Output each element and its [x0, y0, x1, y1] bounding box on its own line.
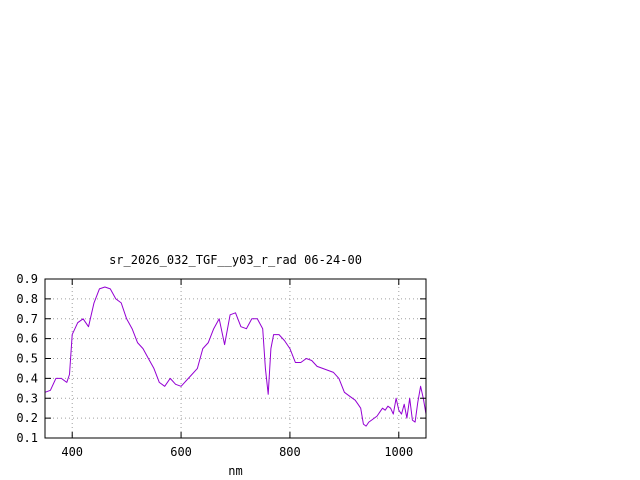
y-tick-label: 0.2 [16, 411, 38, 425]
x-tick-label: 600 [170, 445, 192, 459]
plot-frame [44, 278, 427, 439]
x-tick-label: 1000 [384, 445, 413, 459]
y-tick-label: 0.5 [16, 352, 38, 366]
y-tick-label: 0.6 [16, 332, 38, 346]
grid [45, 279, 426, 438]
x-tick-label: 400 [61, 445, 83, 459]
x-tick-label: 800 [279, 445, 301, 459]
chart-title: sr_2026_032_TGF__y03_r_rad 06-24-00 [109, 253, 362, 267]
plot-area [44, 286, 427, 427]
y-tick-label: 0.4 [16, 371, 38, 385]
y-tick-label: 0.7 [16, 312, 38, 326]
x-axis-label: nm [228, 464, 242, 478]
y-tick-label: 0.3 [16, 391, 38, 405]
axes: 400 600 800 1000 0.1 0.2 0.3 0.4 0.5 0.6 0.7 0.8 0.9 [16, 272, 426, 459]
y-tick-label: 0.9 [16, 272, 38, 286]
spectrum-line [44, 286, 427, 427]
y-tick-label: 0.1 [16, 431, 38, 445]
y-tick-label: 0.8 [16, 292, 38, 306]
